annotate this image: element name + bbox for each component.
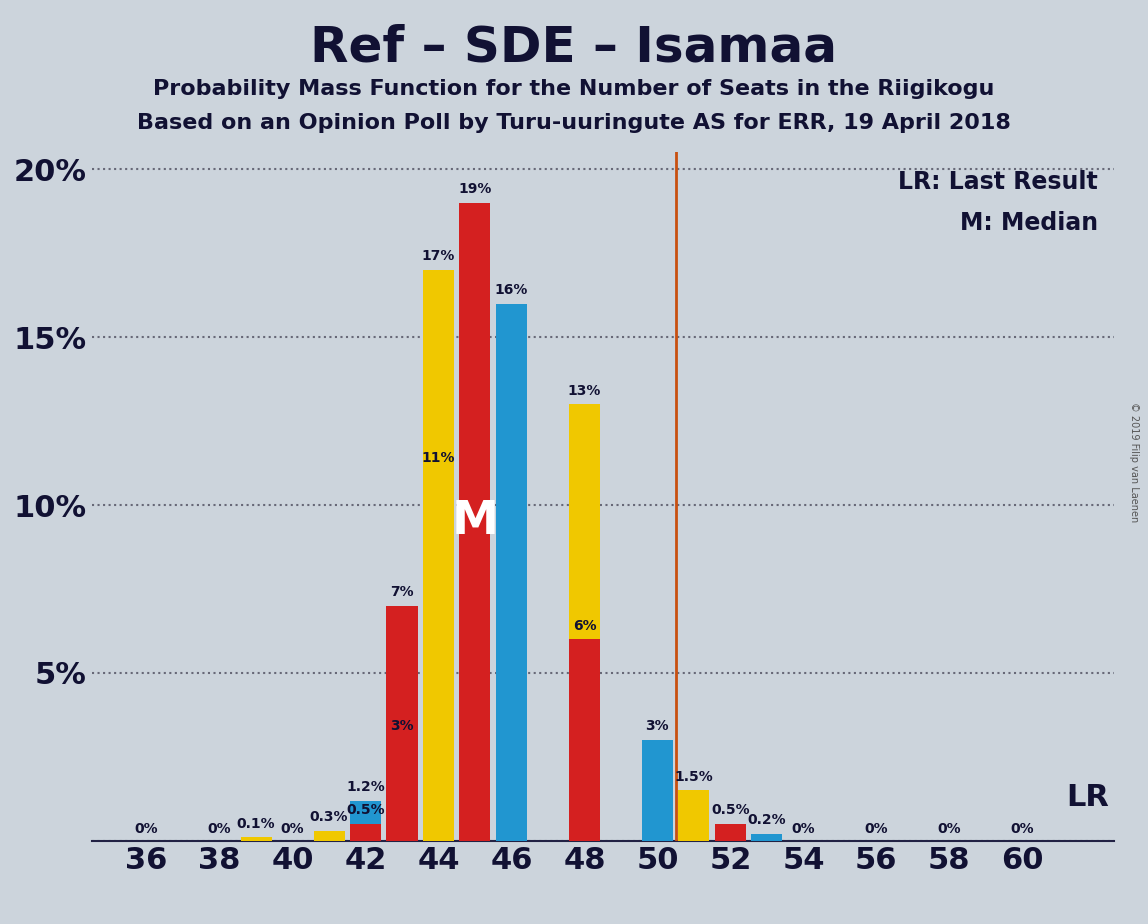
Bar <box>241 837 272 841</box>
Bar <box>387 740 418 841</box>
Text: Based on an Opinion Poll by Turu-uuringute AS for ERR, 19 April 2018: Based on an Opinion Poll by Turu-uuringu… <box>137 113 1011 133</box>
Bar <box>715 824 746 841</box>
Text: M: M <box>451 499 498 544</box>
Text: 3%: 3% <box>390 720 413 734</box>
Text: Ref – SDE – Isamaa: Ref – SDE – Isamaa <box>310 23 838 71</box>
Text: 13%: 13% <box>568 383 602 397</box>
Text: 0.1%: 0.1% <box>236 817 276 831</box>
Bar <box>350 824 381 841</box>
Text: 17%: 17% <box>421 249 456 263</box>
Text: 0%: 0% <box>134 821 158 836</box>
Bar <box>422 471 453 841</box>
Bar <box>569 405 600 841</box>
Text: 0%: 0% <box>938 821 961 836</box>
Bar <box>642 740 673 841</box>
Text: 19%: 19% <box>458 182 491 196</box>
Bar <box>422 270 453 841</box>
Text: 0%: 0% <box>281 821 304 836</box>
Text: 16%: 16% <box>495 283 528 297</box>
Bar <box>387 606 418 841</box>
Bar <box>752 834 783 841</box>
Text: 0.2%: 0.2% <box>747 813 786 827</box>
Text: LR: Last Result: LR: Last Result <box>899 170 1099 194</box>
Text: 0%: 0% <box>1010 821 1034 836</box>
Text: Probability Mass Function for the Number of Seats in the Riigikogu: Probability Mass Function for the Number… <box>154 79 994 99</box>
Bar <box>496 304 527 841</box>
Bar <box>459 203 490 841</box>
Text: 0%: 0% <box>792 821 815 836</box>
Text: 1.2%: 1.2% <box>347 780 385 794</box>
Text: 6%: 6% <box>573 619 596 633</box>
Text: 0%: 0% <box>864 821 889 836</box>
Text: 0.5%: 0.5% <box>347 803 385 818</box>
Text: 1.5%: 1.5% <box>675 770 713 784</box>
Text: 3%: 3% <box>645 720 669 734</box>
Text: © 2019 Filip van Laenen: © 2019 Filip van Laenen <box>1130 402 1139 522</box>
Text: 0%: 0% <box>208 821 232 836</box>
Bar <box>313 831 344 841</box>
Bar <box>569 639 600 841</box>
Text: M: Median: M: Median <box>960 211 1099 235</box>
Bar <box>678 790 709 841</box>
Text: 11%: 11% <box>421 451 456 465</box>
Text: 7%: 7% <box>390 585 413 599</box>
Text: 0.5%: 0.5% <box>711 803 750 818</box>
Bar <box>350 800 381 841</box>
Text: LR: LR <box>1066 783 1109 811</box>
Text: 0.3%: 0.3% <box>310 810 348 824</box>
